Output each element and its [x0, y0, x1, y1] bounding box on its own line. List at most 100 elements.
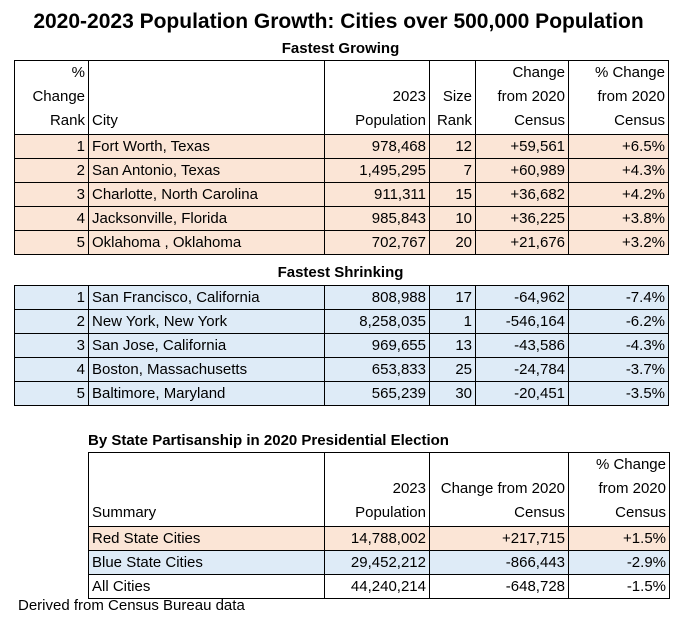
change-cell: -648,728 — [429, 574, 569, 599]
header-city: City — [88, 60, 325, 135]
header-change: Change from 2020 Census — [429, 452, 569, 527]
pct-change-cell: -1.5% — [568, 574, 670, 599]
table-row: Blue State Cities 29,452,212 -866,443 -2… — [88, 550, 670, 575]
city-cell: San Jose, California — [88, 333, 325, 358]
size-rank-cell: 25 — [429, 357, 476, 382]
pct-change-cell: -4.3% — [568, 333, 669, 358]
city-cell: New York, New York — [88, 309, 325, 334]
rank-cell: 3 — [14, 333, 89, 358]
city-cell: Boston, Massachusetts — [88, 357, 325, 382]
header-summary: Summary — [88, 452, 325, 527]
table-row: 4 Jacksonville, Florida 985,843 10 +36,2… — [14, 206, 669, 231]
population-cell: 985,843 — [324, 206, 430, 231]
city-cell: Oklahoma , Oklahoma — [88, 230, 325, 255]
table-row: 5 Baltimore, Maryland 565,239 30 -20,451… — [14, 381, 669, 406]
header-pct-change: % Change from 2020 Census — [568, 60, 669, 135]
change-cell: -20,451 — [475, 381, 569, 406]
fastest-growing-heading: Fastest Growing — [281, 40, 400, 57]
population-cell: 1,495,295 — [324, 158, 430, 183]
pct-change-cell: -6.2% — [568, 309, 669, 334]
change-cell: +59,561 — [475, 134, 569, 159]
population-cell: 969,655 — [324, 333, 430, 358]
size-rank-cell: 13 — [429, 333, 476, 358]
fastest-shrinking-table: 1 San Francisco, California 808,988 17 -… — [14, 285, 669, 406]
table-row: 1 San Francisco, California 808,988 17 -… — [14, 285, 669, 310]
pct-change-cell: +3.2% — [568, 230, 669, 255]
table-header-row: % Change Rank City 2023 Population Size … — [14, 60, 669, 135]
city-cell: Charlotte, North Carolina — [88, 182, 325, 207]
population-cell: 44,240,214 — [324, 574, 430, 599]
population-cell: 653,833 — [324, 357, 430, 382]
header-rank: % Change Rank — [14, 60, 89, 135]
page-title: 2020-2023 Population Growth: Cities over… — [33, 10, 644, 33]
change-cell: +60,989 — [475, 158, 569, 183]
city-cell: Fort Worth, Texas — [88, 134, 325, 159]
size-rank-cell: 10 — [429, 206, 476, 231]
table-row: 3 Charlotte, North Carolina 911,311 15 +… — [14, 182, 669, 207]
rank-cell: 1 — [14, 134, 89, 159]
pct-change-cell: +1.5% — [568, 526, 670, 551]
rank-cell: 1 — [14, 285, 89, 310]
population-cell: 808,988 — [324, 285, 430, 310]
table-row: All Cities 44,240,214 -648,728 -1.5% — [88, 574, 670, 599]
header-population: 2023 Population — [324, 452, 430, 527]
partisanship-table: Summary 2023 Population Change from 2020… — [88, 452, 670, 599]
population-cell: 8,258,035 — [324, 309, 430, 334]
header-population: 2023 Population — [324, 60, 430, 135]
change-cell: -64,962 — [475, 285, 569, 310]
fastest-shrinking-heading: Fastest Shrinking — [277, 264, 404, 281]
pct-change-cell: +4.3% — [568, 158, 669, 183]
size-rank-cell: 20 — [429, 230, 476, 255]
rank-cell: 4 — [14, 206, 89, 231]
population-cell: 702,767 — [324, 230, 430, 255]
size-rank-cell: 15 — [429, 182, 476, 207]
change-cell: +36,225 — [475, 206, 569, 231]
city-cell: Baltimore, Maryland — [88, 381, 325, 406]
city-cell: San Antonio, Texas — [88, 158, 325, 183]
source-note: Derived from Census Bureau data — [18, 597, 245, 614]
size-rank-cell: 12 — [429, 134, 476, 159]
change-cell: -866,443 — [429, 550, 569, 575]
size-rank-cell: 1 — [429, 309, 476, 334]
population-cell: 29,452,212 — [324, 550, 430, 575]
change-cell: -24,784 — [475, 357, 569, 382]
table-row: Red State Cities 14,788,002 +217,715 +1.… — [88, 526, 670, 551]
table-row: 2 New York, New York 8,258,035 1 -546,16… — [14, 309, 669, 334]
rank-cell: 5 — [14, 381, 89, 406]
fastest-growing-table: % Change Rank City 2023 Population Size … — [14, 60, 669, 255]
pct-change-cell: -3.7% — [568, 357, 669, 382]
partisanship-heading: By State Partisanship in 2020 Presidenti… — [88, 432, 449, 449]
change-cell: +36,682 — [475, 182, 569, 207]
summary-cell: All Cities — [88, 574, 325, 599]
size-rank-cell: 7 — [429, 158, 476, 183]
pct-change-cell: +4.2% — [568, 182, 669, 207]
table-row: 5 Oklahoma , Oklahoma 702,767 20 +21,676… — [14, 230, 669, 255]
summary-cell: Blue State Cities — [88, 550, 325, 575]
table-row: 3 San Jose, California 969,655 13 -43,58… — [14, 333, 669, 358]
table-header-row: Summary 2023 Population Change from 2020… — [88, 452, 670, 527]
change-cell: +217,715 — [429, 526, 569, 551]
table-row: 2 San Antonio, Texas 1,495,295 7 +60,989… — [14, 158, 669, 183]
change-cell: -546,164 — [475, 309, 569, 334]
rank-cell: 2 — [14, 309, 89, 334]
pct-change-cell: +6.5% — [568, 134, 669, 159]
population-cell: 978,468 — [324, 134, 430, 159]
city-cell: San Francisco, California — [88, 285, 325, 310]
pct-change-cell: -2.9% — [568, 550, 670, 575]
header-pct-change: % Change from 2020 Census — [568, 452, 670, 527]
population-cell: 565,239 — [324, 381, 430, 406]
size-rank-cell: 17 — [429, 285, 476, 310]
rank-cell: 3 — [14, 182, 89, 207]
header-change: Change from 2020 Census — [475, 60, 569, 135]
change-cell: -43,586 — [475, 333, 569, 358]
population-cell: 911,311 — [324, 182, 430, 207]
pct-change-cell: -7.4% — [568, 285, 669, 310]
rank-cell: 4 — [14, 357, 89, 382]
table-row: 4 Boston, Massachusetts 653,833 25 -24,7… — [14, 357, 669, 382]
pct-change-cell: +3.8% — [568, 206, 669, 231]
change-cell: +21,676 — [475, 230, 569, 255]
summary-cell: Red State Cities — [88, 526, 325, 551]
city-cell: Jacksonville, Florida — [88, 206, 325, 231]
header-size-rank: Size Rank — [429, 60, 476, 135]
rank-cell: 5 — [14, 230, 89, 255]
